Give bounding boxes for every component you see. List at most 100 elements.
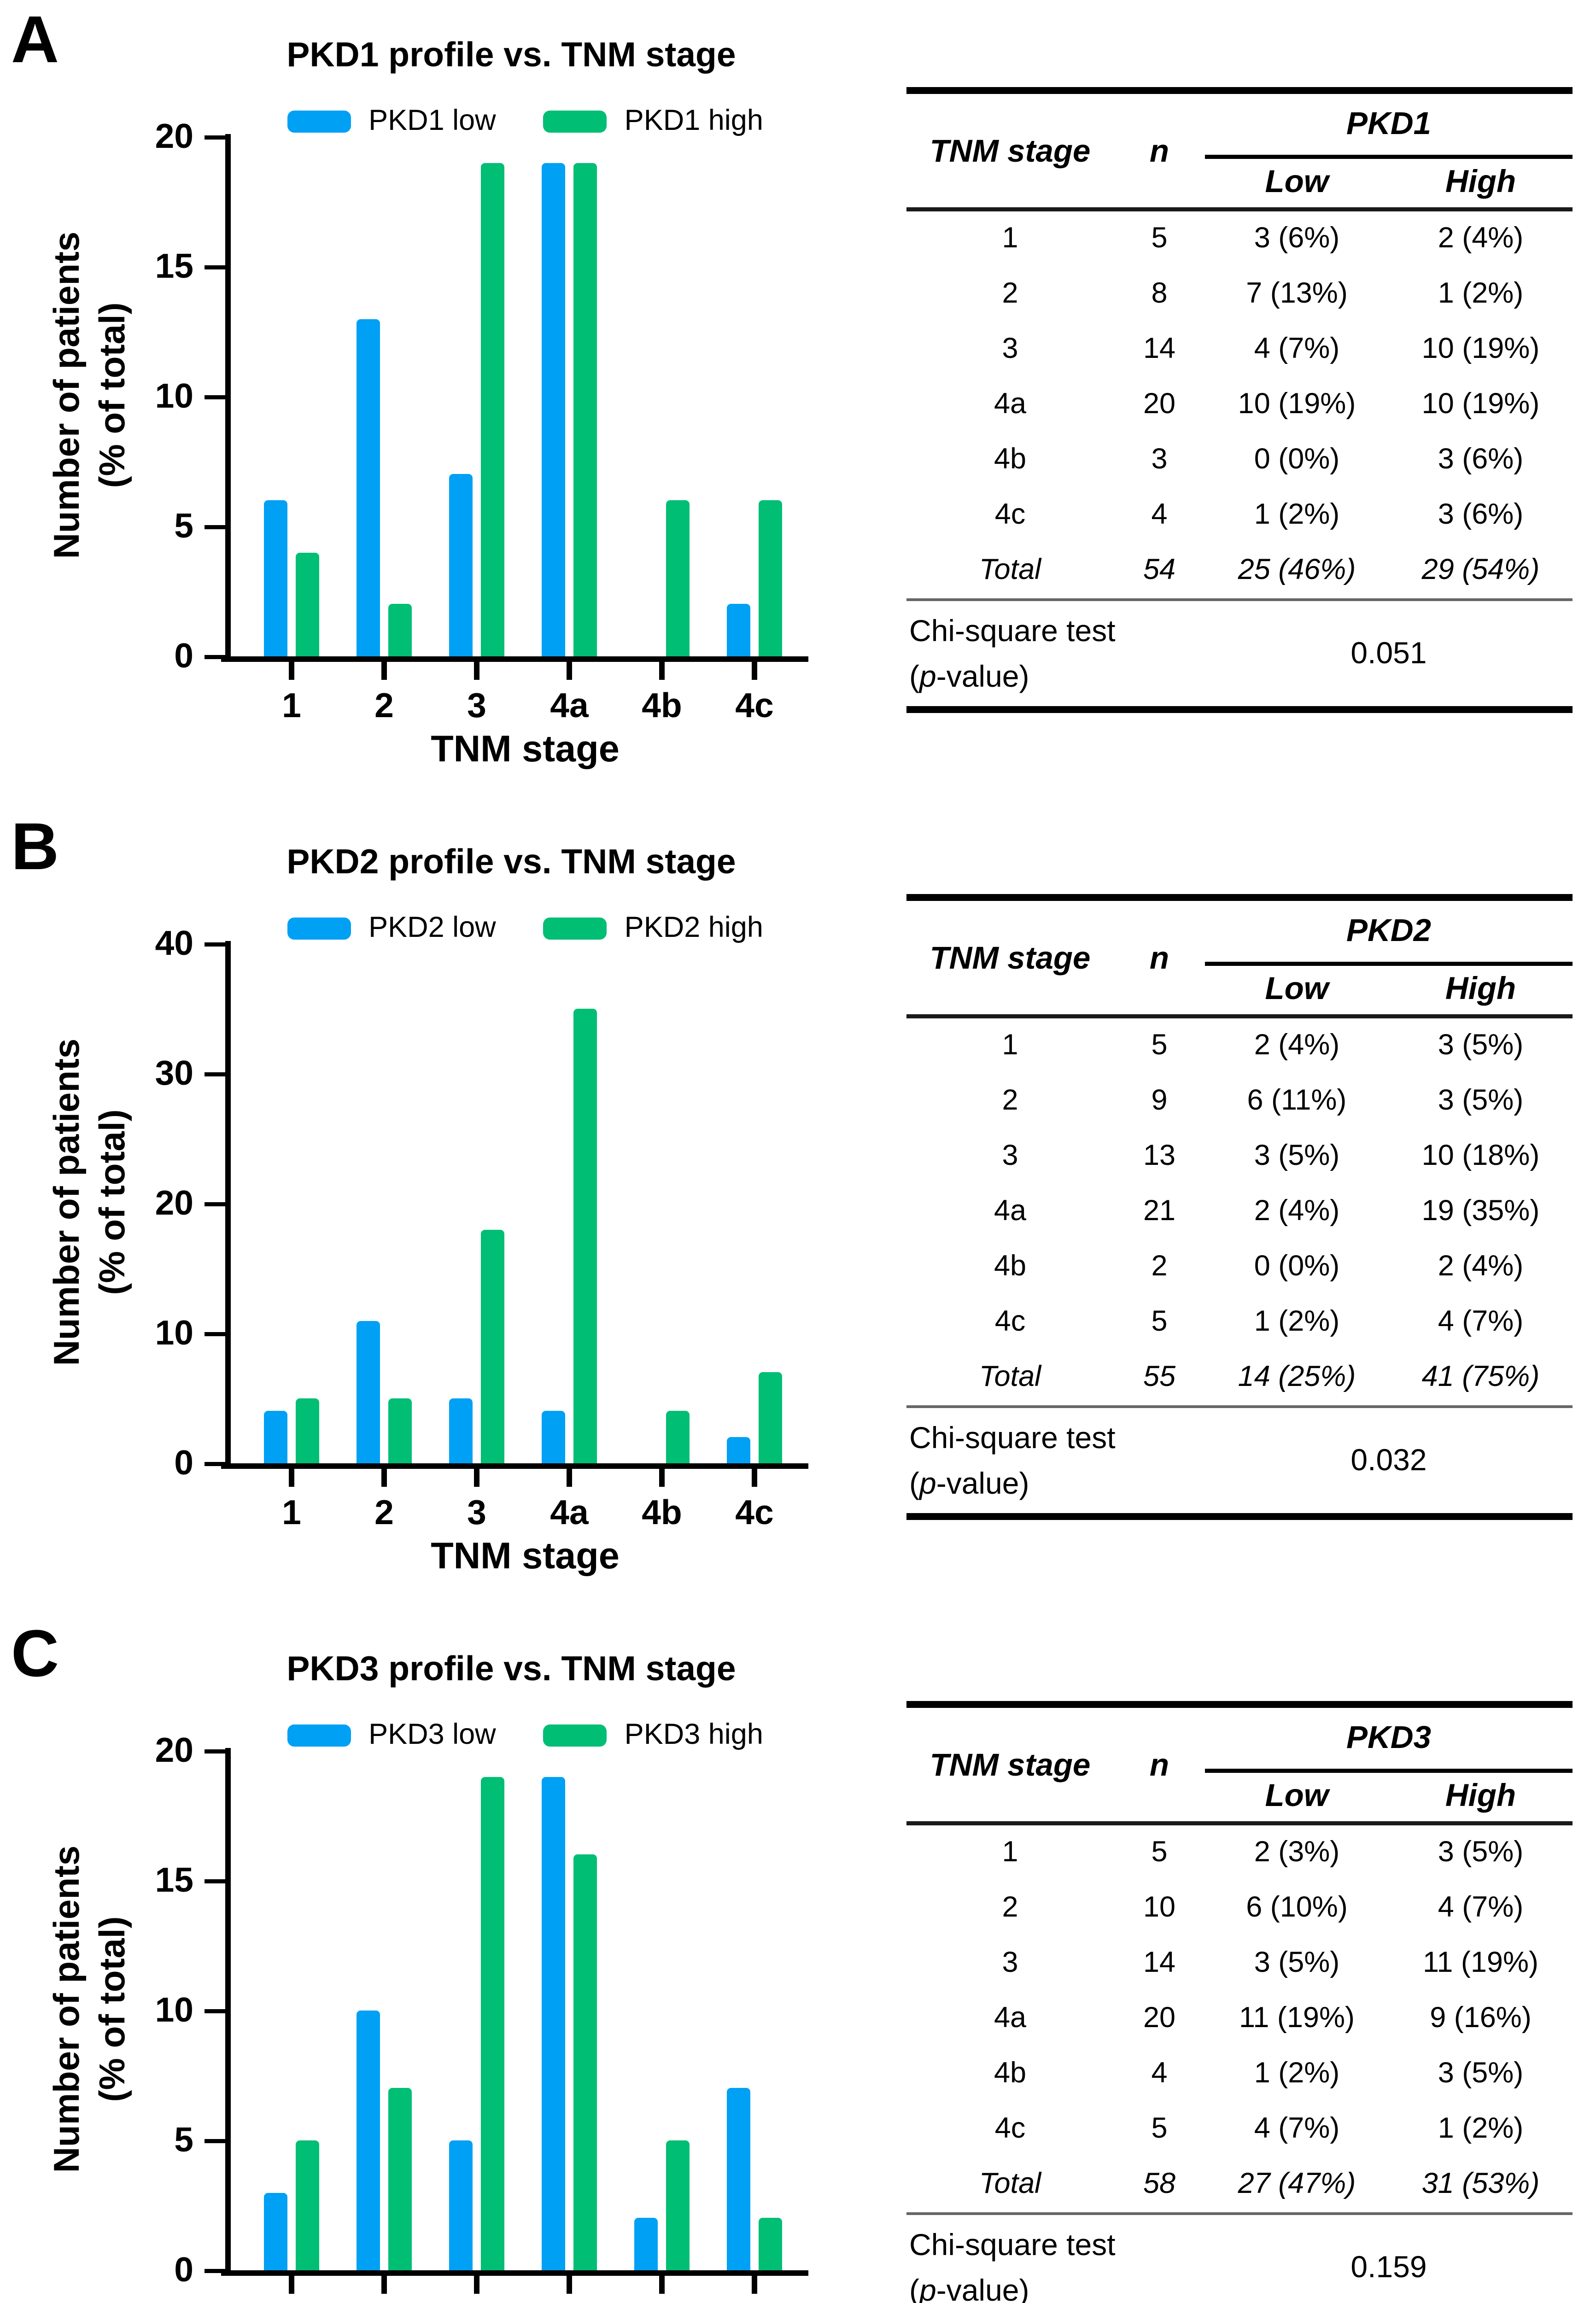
cell-high: 3 (5%) [1438, 1836, 1524, 1868]
table-body: 1 5 2 (4%) 3 (5%) 2 9 6 (11%) 3 (5%) 3 13 3 (5%) 10… [906, 1018, 1573, 1405]
legend-item-low: PKD1 low [287, 105, 496, 138]
x-tick-label: 4c [735, 687, 774, 725]
table-row-stage-2: 2 10 6 (10%) 4 (7%) [906, 1881, 1573, 1936]
cell-low: 2 (4%) [1254, 1195, 1340, 1227]
table-row-stage-4b: 4b 3 0 (0%) 3 (6%) [906, 433, 1573, 488]
cell-n: 5 [1151, 1306, 1168, 1338]
header-high: High [1445, 970, 1516, 1006]
cell-n: 13 [1143, 1140, 1176, 1172]
bar-pkd1-high-stage-3 [481, 163, 504, 656]
bar-pkd3-low-stage-1 [264, 2192, 287, 2270]
bar-pkd2-low-stage-2 [357, 1320, 380, 1463]
cell-n: 2 [1151, 1251, 1168, 1282]
cell-stage: 3 [1002, 1140, 1018, 1172]
x-tick [381, 2276, 387, 2294]
plot-area: 0 5 10 15 20 1 2 3 4a 4b 4c [28, 1731, 829, 2303]
panel-label: A [11, 4, 59, 77]
cell-high: 2 (4%) [1438, 1251, 1524, 1282]
cell-low: 2 (4%) [1254, 1029, 1340, 1061]
table-row-stage-3: 3 13 3 (5%) 10 (18%) [906, 1129, 1573, 1184]
cell-n: 10 [1143, 1892, 1176, 1923]
x-tick [381, 1469, 387, 1487]
x-tick [381, 662, 387, 680]
x-tick-label: 2 [374, 687, 394, 725]
x-tick-label: 1 [247, 2301, 336, 2303]
bar-pkd1-low-stage-2 [357, 318, 380, 656]
table-row-stage-4a: 4a 21 2 (4%) 19 (35%) [906, 1184, 1573, 1239]
table-header-rule [906, 207, 1573, 211]
header-tnm-stage: TNM stage [930, 1746, 1091, 1782]
panel-label: B [11, 811, 59, 884]
legend-swatch-low-icon [287, 918, 351, 940]
x-axis-line [221, 1463, 808, 1469]
x-tick [752, 1469, 757, 1487]
y-tick [205, 654, 225, 659]
cell-low: 1 (2%) [1254, 499, 1340, 531]
bar-pkd2-low-stage-4a [542, 1411, 565, 1463]
chi-square-row: Chi-square test (p-value) 0.051 [906, 601, 1573, 706]
table-row-stage-2: 2 9 6 (11%) 3 (5%) [906, 1074, 1573, 1129]
header-gene: PKD1 [1346, 105, 1432, 141]
cell-high: 1 (2%) [1438, 2113, 1524, 2145]
cell-high: 41 (75%) [1421, 1361, 1540, 1393]
chart-legend: PKD2 low PKD2 high [221, 912, 829, 945]
x-axis-line [221, 2270, 808, 2276]
y-axis-line [225, 941, 231, 1469]
x-tick [659, 662, 665, 680]
bar-pkd3-low-stage-3 [449, 2140, 473, 2270]
bar-pkd3-high-stage-3 [481, 1777, 504, 2270]
legend-item-high: PKD1 high [543, 105, 763, 138]
table-total-rule [906, 598, 1573, 601]
table-row-total: Total 58 27 (47%) 31 (53%) [906, 2157, 1573, 2212]
cell-low: 14 (25%) [1238, 1361, 1356, 1393]
cell-high: 9 (16%) [1430, 2002, 1532, 2034]
x-tick-label: 3 [433, 2301, 521, 2303]
cell-n: 4 [1151, 2058, 1168, 2089]
y-tick-label: 5 [174, 2121, 193, 2160]
cell-high: 31 (53%) [1421, 2168, 1540, 2200]
cell-high: 11 (19%) [1423, 1947, 1538, 1979]
cell-n: 20 [1143, 2002, 1176, 2034]
cell-stage: 4b [994, 2058, 1027, 2089]
table-top-rule [906, 894, 1573, 901]
bar-pkd1-high-stage-4c [759, 500, 782, 656]
cell-stage: 1 [1002, 222, 1018, 254]
legend-label-low: PKD3 low [368, 1719, 496, 1751]
y-tick-label: 5 [174, 507, 193, 546]
bar-pkd3-high-stage-2 [388, 2088, 412, 2270]
chi-square-label-line1: Chi-square test [909, 1420, 1116, 1455]
legend-swatch-high-icon [543, 111, 607, 133]
table-row-stage-3: 3 14 4 (7%) 10 (19%) [906, 322, 1573, 377]
pkd2-chart: PKD2 profile vs. TNM stage PKD2 low PKD2… [28, 807, 829, 1614]
y-tick [205, 1878, 225, 1883]
bar-pkd1-low-stage-4a [542, 163, 565, 656]
p-value: 0.032 [1350, 1443, 1427, 1477]
legend-item-low: PKD2 low [287, 912, 496, 945]
header-gene-rule [1205, 155, 1573, 159]
table-row-stage-1: 1 5 3 (6%) 2 (4%) [906, 211, 1573, 267]
legend-label-high: PKD2 high [624, 912, 763, 944]
legend-swatch-low-icon [287, 1724, 351, 1747]
cell-high: 4 (7%) [1438, 1306, 1524, 1338]
table-top-rule [906, 1701, 1573, 1708]
bar-pkd3-low-stage-4c [727, 2088, 750, 2270]
chi-square-label-line2: (p-value) [909, 2273, 1029, 2303]
y-tick-label: 20 [155, 117, 193, 156]
x-tick-label: 3 [467, 687, 486, 725]
chi-square-label-line2: (p-value) [909, 1466, 1029, 1501]
y-tick-label: 0 [174, 2251, 193, 2290]
table-row-stage-1: 1 5 2 (3%) 3 (5%) [906, 1825, 1573, 1881]
y-tick-label: 0 [174, 1444, 193, 1483]
cell-low: 10 (19%) [1238, 388, 1356, 420]
cell-low: 1 (2%) [1254, 1306, 1340, 1338]
table-bottom-rule [906, 706, 1573, 713]
x-axis-line [221, 656, 808, 662]
table-row-stage-2: 2 8 7 (13%) 1 (2%) [906, 267, 1573, 322]
cell-high: 2 (4%) [1438, 222, 1524, 254]
legend-swatch-low-icon [287, 111, 351, 133]
chart-title: PKD3 profile vs. TNM stage [286, 1650, 736, 1689]
bar-pkd2-high-stage-4c [759, 1372, 782, 1463]
y-tick-label: 15 [155, 1861, 193, 1900]
bar-pkd1-low-stage-4c [727, 604, 750, 656]
cell-low: 4 (7%) [1254, 2113, 1340, 2145]
